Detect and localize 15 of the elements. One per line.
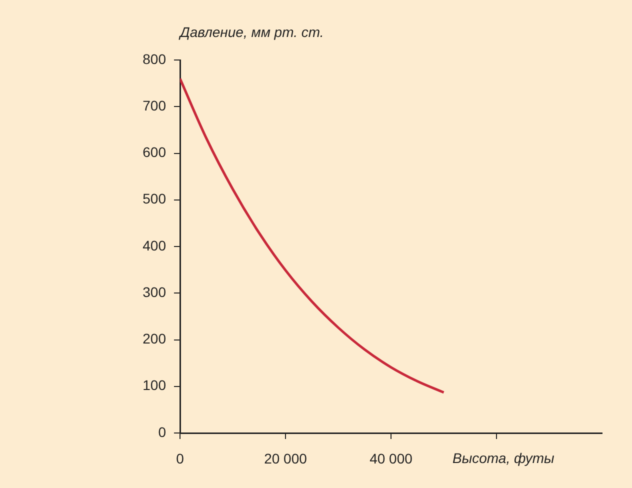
x-axis-title: Высота, футы — [452, 450, 556, 466]
x-tick-label: 0 — [176, 450, 184, 466]
y-axis-title: Давление, мм рт. ст. — [178, 24, 324, 40]
y-tick-label: 0 — [158, 424, 166, 440]
y-tick-label: 400 — [142, 237, 166, 254]
y-tick-label: 800 — [142, 50, 166, 67]
y-tick-label: 500 — [142, 190, 166, 207]
x-tick-label: 40 000 — [370, 450, 413, 466]
y-tick-label: 100 — [142, 377, 166, 394]
y-tick-label: 600 — [142, 144, 166, 160]
y-tick-label: 300 — [142, 284, 166, 300]
x-tick-label: 20 000 — [264, 450, 308, 466]
y-tick-label: 700 — [142, 97, 166, 114]
line-series — [180, 77, 445, 394]
y-tick-label: 200 — [142, 330, 166, 347]
